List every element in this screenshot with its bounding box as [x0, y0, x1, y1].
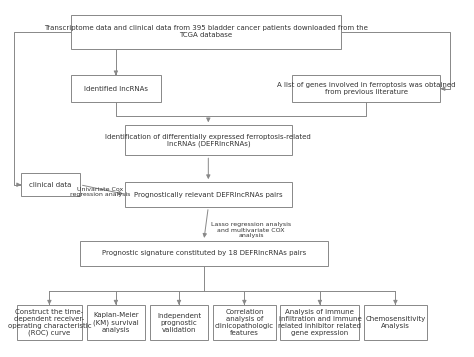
FancyBboxPatch shape — [80, 241, 328, 266]
Text: clinical data: clinical data — [29, 182, 72, 188]
FancyBboxPatch shape — [150, 305, 208, 340]
Text: Identified lncRNAs: Identified lncRNAs — [84, 86, 148, 92]
Text: Transcriptome data and clinical data from 395 bladder cancer patients downloaded: Transcriptome data and clinical data fro… — [44, 25, 368, 38]
FancyBboxPatch shape — [125, 125, 292, 155]
Text: A list of genes involved in ferroptosis was obtained
from previous literature: A list of genes involved in ferroptosis … — [277, 82, 456, 95]
FancyBboxPatch shape — [71, 75, 161, 102]
Text: Construct the time-
dependent receiver-
operating characteristic
(ROC) curve: Construct the time- dependent receiver- … — [8, 309, 91, 336]
Text: Chemosensitivity
Analysis: Chemosensitivity Analysis — [365, 316, 426, 329]
Text: Independent
prognostic
validation: Independent prognostic validation — [157, 312, 201, 332]
Text: Correlation
analysis of
clinicopathologic
features: Correlation analysis of clinicopathologi… — [215, 309, 274, 336]
FancyBboxPatch shape — [213, 305, 276, 340]
FancyBboxPatch shape — [125, 182, 292, 207]
FancyBboxPatch shape — [21, 173, 80, 196]
Text: Identification of differentially expressed ferroptosis-related
lncRNAs (DEFRlncR: Identification of differentially express… — [105, 134, 311, 147]
FancyBboxPatch shape — [281, 305, 359, 340]
Text: Lasso regression analysis
and multivariate COX
analysis: Lasso regression analysis and multivaria… — [211, 222, 291, 238]
FancyBboxPatch shape — [17, 305, 82, 340]
FancyBboxPatch shape — [364, 305, 427, 340]
Text: Prognostically relevant DEFRlncRNAs pairs: Prognostically relevant DEFRlncRNAs pair… — [134, 191, 283, 197]
Text: Prognostic signature constituted by 18 DEFRlncRNAs pairs: Prognostic signature constituted by 18 D… — [102, 250, 306, 256]
FancyBboxPatch shape — [292, 75, 440, 102]
Text: Univariate Cox
regression analysis: Univariate Cox regression analysis — [70, 187, 130, 197]
FancyBboxPatch shape — [87, 305, 145, 340]
Text: Analysis of immune
infiltration and immune
related inhibitor related
gene expres: Analysis of immune infiltration and immu… — [278, 309, 361, 336]
FancyBboxPatch shape — [71, 15, 341, 49]
Text: Kaplan-Meier
(KM) survival
analysis: Kaplan-Meier (KM) survival analysis — [93, 312, 139, 333]
